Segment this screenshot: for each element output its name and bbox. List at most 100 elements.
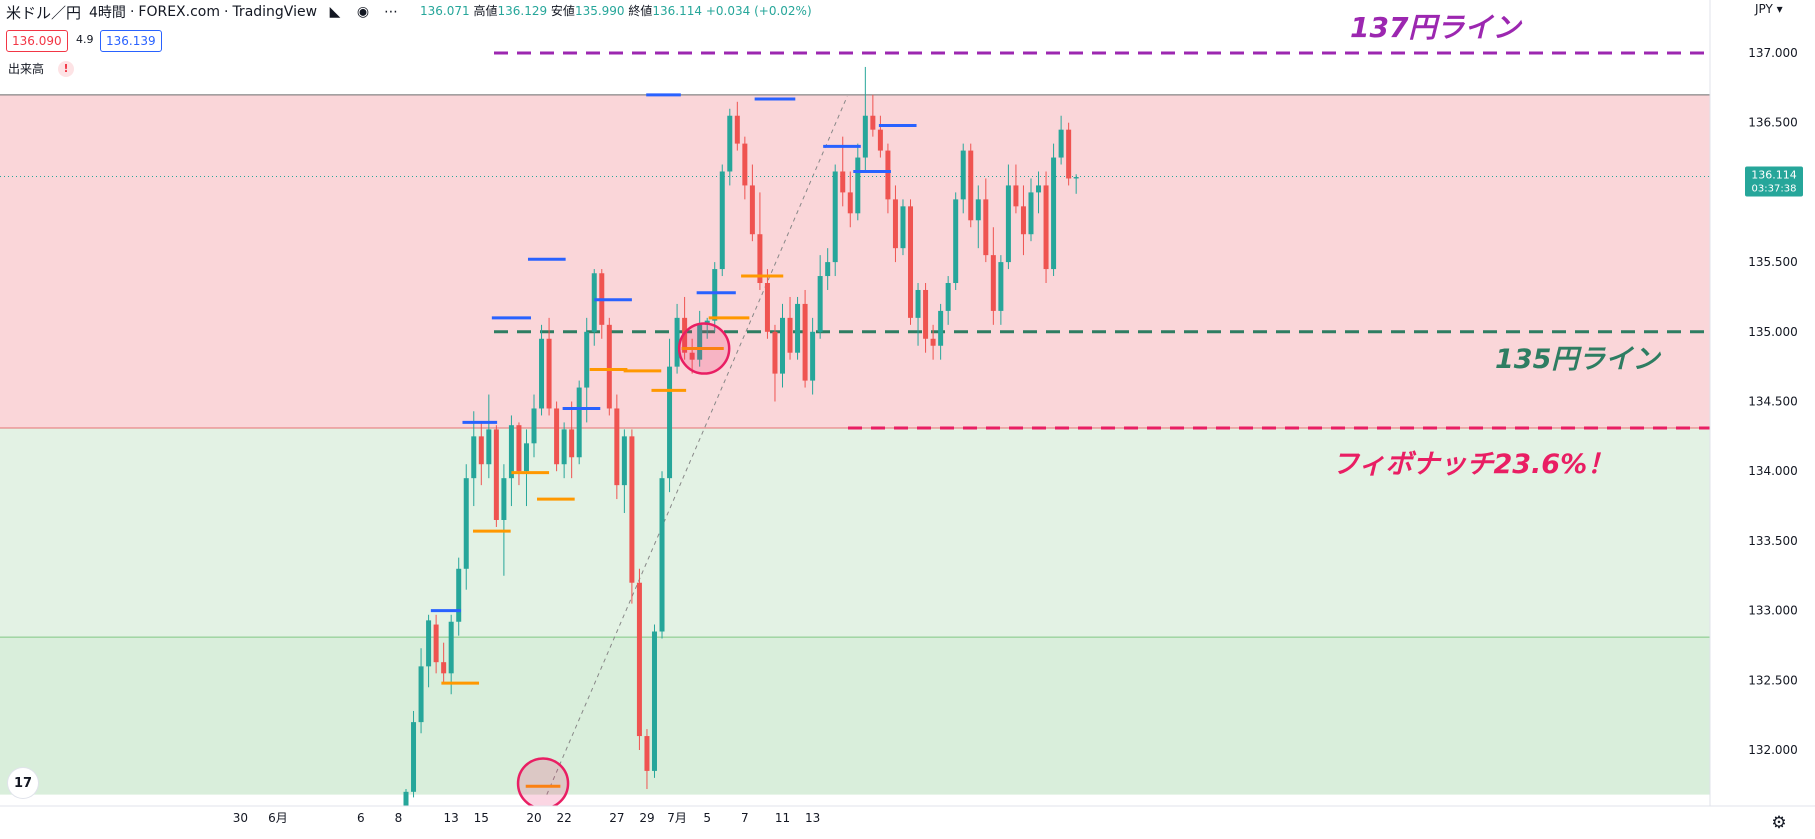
candle	[667, 338, 673, 493]
candle	[930, 324, 936, 360]
symbol-name[interactable]: 米ドル／円	[6, 3, 82, 22]
candle	[697, 310, 703, 367]
candle	[712, 262, 718, 332]
candle-body	[802, 303, 808, 381]
candle	[938, 303, 944, 360]
price-tick: 135.000	[1748, 325, 1798, 339]
eye-icon[interactable]: ◉	[356, 4, 370, 20]
highlight-circle	[516, 757, 570, 810]
candle	[441, 642, 447, 685]
candle-body	[486, 429, 492, 465]
candle-body	[742, 143, 748, 186]
candle	[1013, 164, 1019, 214]
candle-body	[636, 582, 642, 737]
candle-body	[689, 352, 695, 360]
candle	[591, 269, 597, 346]
candle	[1073, 174, 1079, 194]
candle-body	[712, 269, 718, 321]
last-price-badge	[1745, 166, 1803, 197]
candle-body	[591, 273, 597, 332]
candle	[870, 94, 876, 137]
candle-body	[463, 478, 469, 569]
candle-body	[546, 338, 552, 409]
candle-body	[426, 620, 432, 667]
low-value: 135.990	[574, 4, 625, 18]
candle-body	[915, 289, 921, 318]
candle	[614, 394, 620, 500]
time-tick: 13	[805, 811, 820, 825]
candle-body	[493, 429, 499, 520]
candle-body	[787, 317, 793, 353]
time-axis-bg	[0, 806, 1815, 839]
candle-body	[900, 206, 906, 249]
time-tick: 7	[741, 811, 749, 825]
candle-body	[953, 199, 959, 284]
candle	[1066, 122, 1072, 186]
chart-header: 米ドル／円 4時間 · FOREX.com · TradingView ◣ ◉ …	[0, 0, 408, 24]
time-tick: 22	[556, 811, 571, 825]
zone-support	[0, 427, 1710, 638]
candle-body	[923, 289, 929, 339]
candle	[621, 429, 627, 514]
flag-icon[interactable]: ◣	[329, 4, 341, 20]
candle-body	[847, 192, 853, 214]
low-label: 安値	[550, 4, 575, 18]
candle-body	[930, 338, 936, 346]
candle	[892, 185, 898, 263]
candle	[606, 317, 612, 416]
interval-label[interactable]: 4時間	[89, 5, 126, 21]
candle	[764, 269, 770, 339]
candle	[780, 303, 785, 388]
candle-body	[531, 408, 537, 444]
buy-button[interactable]: 136.139	[100, 30, 162, 52]
candle-body	[418, 666, 424, 723]
candle	[463, 464, 469, 590]
currency-selector[interactable]: JPY ▾	[1755, 2, 1783, 16]
candle-body	[584, 331, 590, 388]
candle	[1051, 143, 1057, 277]
sell-button[interactable]: 136.090	[6, 30, 68, 52]
candle-body	[441, 662, 447, 674]
close-value: 136.114	[652, 4, 703, 18]
candle-body	[968, 150, 974, 221]
candle-body	[749, 185, 755, 235]
candle-body	[629, 436, 635, 583]
candle-body	[975, 199, 981, 221]
spread-value: 4.9	[76, 33, 94, 46]
time-tick: 11	[775, 811, 790, 825]
candle	[523, 429, 529, 507]
candle-body	[576, 387, 582, 458]
candle	[1043, 171, 1049, 284]
candle-body	[621, 436, 627, 486]
candle-body	[772, 331, 778, 374]
candle	[960, 143, 966, 214]
candle	[727, 108, 733, 186]
candle-body	[764, 283, 770, 332]
candle	[998, 255, 1004, 325]
candle	[569, 401, 575, 479]
platform-label: TradingView	[232, 4, 318, 20]
candle	[840, 136, 846, 207]
candle-body	[1013, 185, 1019, 207]
candle	[832, 164, 838, 277]
tradingview-logo-icon[interactable]: 17	[8, 768, 38, 798]
more-dots-icon[interactable]: ⋯	[384, 4, 399, 20]
candle	[817, 255, 823, 339]
candle-body	[448, 621, 454, 674]
candle-body	[644, 736, 650, 771]
candle	[787, 296, 793, 360]
candle-body	[569, 429, 575, 458]
candle-body	[780, 317, 785, 374]
candle	[478, 422, 484, 486]
candle	[689, 338, 695, 374]
candle-body	[554, 408, 560, 465]
warning-icon[interactable]: !	[58, 60, 75, 77]
price-tick: 132.500	[1748, 673, 1798, 687]
currency-label: JPY	[1755, 2, 1773, 16]
price-tick: 134.500	[1748, 395, 1798, 409]
candle	[825, 248, 831, 290]
candle	[923, 283, 929, 353]
settings-gear-icon[interactable]: ⚙	[1771, 813, 1787, 833]
candle	[983, 178, 989, 263]
